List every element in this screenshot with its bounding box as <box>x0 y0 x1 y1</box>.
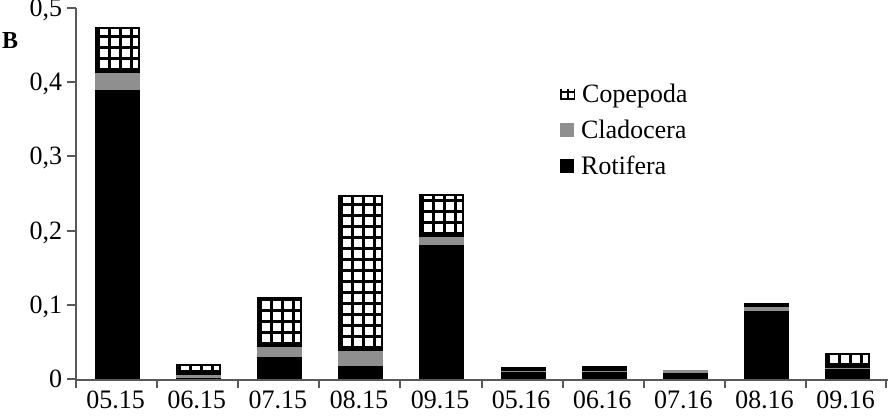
legend: Copepoda Cladocera Rotifera <box>560 76 687 184</box>
x-axis-label: 05.16 <box>491 385 551 414</box>
bar-07.16 <box>662 370 708 379</box>
x-tick <box>804 381 807 388</box>
bar-segment-cladocera <box>257 347 303 357</box>
bar-segment-cladocera <box>338 350 384 366</box>
legend-label-cladocera: Cladocera <box>581 115 687 144</box>
legend-label-copepoda: Copepoda <box>582 79 688 108</box>
y-tick <box>67 303 76 306</box>
bar-segment-cladocera <box>581 370 627 372</box>
legend-item-copepoda: Copepoda <box>560 76 687 112</box>
bar-segment-cladocera <box>95 73 141 90</box>
x-axis-label: 08.16 <box>735 385 794 414</box>
bar-segment-rotifera <box>95 89 141 379</box>
y-tick <box>67 81 76 84</box>
panel-label: B <box>2 28 19 54</box>
x-axis-label: 06.16 <box>572 385 632 414</box>
x-axis-label: 08.15 <box>329 385 389 414</box>
bar-segment-cladocera <box>743 307 789 311</box>
x-axis-label: 07.16 <box>653 385 713 414</box>
bar-segment-copepoda <box>743 303 789 308</box>
x-axis-label: 06.15 <box>167 385 226 414</box>
x-tick <box>237 381 240 388</box>
copepoda-crosshatch-icon <box>560 88 575 100</box>
x-axis-label: 09.15 <box>410 385 470 414</box>
x-tick <box>480 381 483 388</box>
bar-segment-copepoda <box>824 353 870 368</box>
bar-segment-cladocera <box>500 370 546 373</box>
y-tick-label: 0,4 <box>29 67 63 97</box>
y-tick <box>67 155 76 158</box>
cladocera-gray-square-icon <box>560 123 574 137</box>
x-axis-label: 05.15 <box>86 385 145 414</box>
y-tick-label: 0,5 <box>29 0 63 22</box>
bar-segment-cladocera <box>176 374 222 378</box>
y-tick <box>67 229 76 232</box>
legend-label-rotifera: Rotifera <box>581 151 667 180</box>
bar-segment-rotifera <box>338 365 384 379</box>
bar-segment-copepoda <box>95 26 141 74</box>
bar-segment-copepoda <box>257 297 303 348</box>
bar-segment-copepoda <box>176 364 222 375</box>
bar-segment-rotifera <box>419 245 465 379</box>
x-tick <box>156 381 159 388</box>
bar-07.15 <box>257 297 303 379</box>
x-tick <box>399 381 402 388</box>
bar-06.16 <box>581 366 627 379</box>
x-tick <box>885 381 887 388</box>
bar-09.15 <box>419 193 465 379</box>
bar-segment-rotifera <box>662 373 708 379</box>
x-tick <box>723 381 726 388</box>
legend-item-cladocera: Cladocera <box>560 112 687 148</box>
bar-05.15 <box>95 26 141 379</box>
bar-08.16 <box>743 303 789 379</box>
plot-area <box>67 7 888 381</box>
bar-segment-cladocera <box>662 370 708 374</box>
rotifera-black-square-icon <box>560 159 574 173</box>
y-tick <box>67 7 76 9</box>
x-tick <box>561 381 564 388</box>
bar-segment-rotifera <box>824 369 870 379</box>
bar-segment-rotifera <box>581 371 627 379</box>
bar-segment-copepoda <box>419 193 465 237</box>
bar-segment-cladocera <box>419 236 465 246</box>
bar-segment-cladocera <box>824 367 870 370</box>
y-tick <box>67 378 76 380</box>
y-tick-label: 0 <box>49 364 62 393</box>
bar-05.16 <box>500 366 546 379</box>
x-tick <box>642 381 645 388</box>
y-tick-label: 0,3 <box>29 141 63 171</box>
bar-09.16 <box>824 353 870 379</box>
legend-item-rotifera: Rotifera <box>560 148 687 184</box>
bar-segment-copepoda <box>500 366 546 371</box>
bar-segment-rotifera <box>500 372 546 379</box>
x-tick <box>318 381 321 388</box>
bar-segment-copepoda <box>581 366 627 371</box>
bar-segment-copepoda <box>338 195 384 351</box>
x-tick <box>75 381 77 388</box>
bar-segment-rotifera <box>257 356 303 379</box>
bar-08.15 <box>338 195 384 379</box>
bar-segment-rotifera <box>176 377 222 379</box>
x-axis-label: 07.15 <box>248 385 307 414</box>
bar-segment-rotifera <box>743 310 789 379</box>
y-tick-label: 0,1 <box>29 289 63 319</box>
bar-06.15 <box>176 364 222 379</box>
x-axis-label: 09.16 <box>816 385 875 414</box>
y-tick-label: 0,2 <box>29 215 63 245</box>
